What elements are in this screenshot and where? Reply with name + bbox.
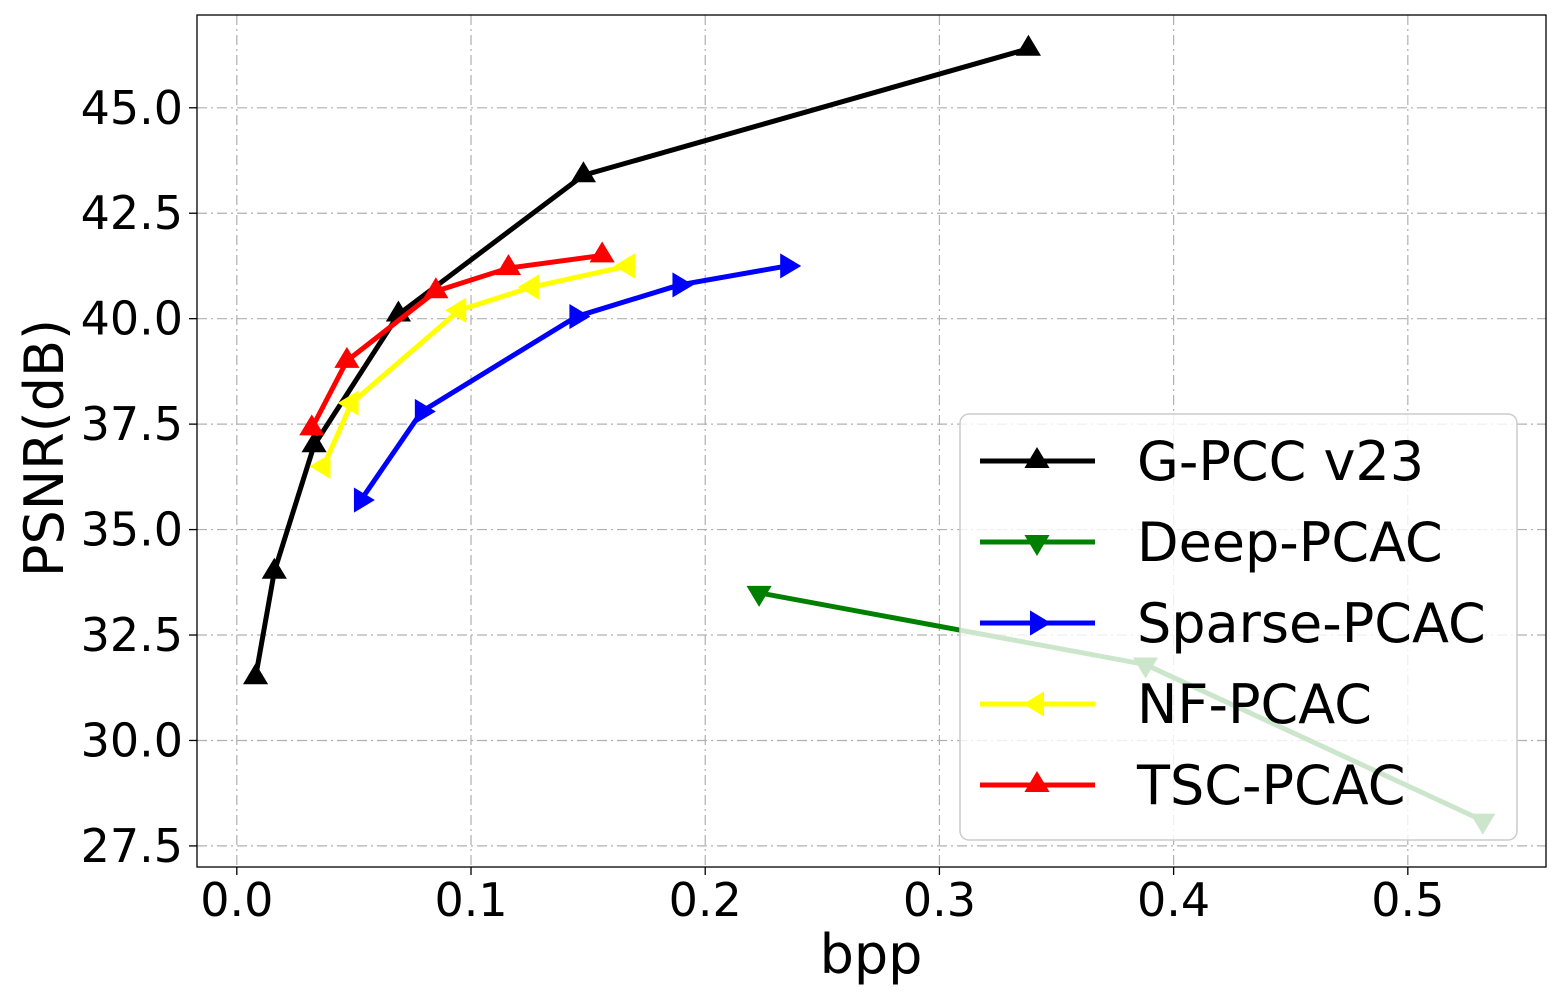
- y-tick-label: 32.5: [81, 608, 183, 662]
- data-point-tsc-pcac: [299, 414, 325, 436]
- y-tick-label: 42.5: [81, 186, 183, 240]
- series-line-nf-pcac: [321, 263, 629, 468]
- legend-label-nf-pcac: NF-PCAC: [1137, 673, 1372, 736]
- y-tick-label: 30.0: [81, 713, 183, 767]
- x-tick-label: 0.1: [434, 873, 507, 927]
- data-point-g-pcc-v23: [242, 663, 269, 685]
- series-nf-pcac: [309, 253, 635, 479]
- legend: G-PCC v23 Deep-PCAC Sparse-PCAC NF-PCAC TSC-…: [959, 413, 1518, 841]
- y-tick-label: 37.5: [81, 397, 183, 451]
- series-sparse-pcac: [353, 253, 802, 513]
- legend-label-sparse-pcac: Sparse-PCAC: [1137, 592, 1486, 655]
- data-point-g-pcc-v23: [1015, 34, 1041, 56]
- legend-marker-tsc-pcac: [1024, 771, 1050, 792]
- y-axis-ticks: 27.5 30.0 32.5 35.0 37.5 40.0 42.5 45.0: [81, 81, 197, 873]
- series-layer: [242, 34, 1496, 835]
- data-point-tsc-pcac: [495, 254, 522, 276]
- legend-item-deep-pcac: Deep-PCAC: [980, 511, 1443, 574]
- legend-marker-deep-pcac: [1024, 535, 1050, 556]
- legend-label-g-pcc-v23: G-PCC v23: [1137, 430, 1424, 493]
- x-tick-label: 0.3: [903, 873, 976, 927]
- legend-item-g-pcc-v23: G-PCC v23: [980, 430, 1424, 493]
- data-point-nf-pcac: [445, 297, 467, 323]
- legend-marker-g-pcc-v23: [1024, 447, 1050, 468]
- legend-marker-sparse-pcac: [1030, 610, 1051, 636]
- x-tick-label: 0.5: [1371, 873, 1444, 927]
- x-axis-label: bpp: [820, 923, 923, 986]
- x-tick-label: 0.0: [200, 873, 273, 927]
- data-point-g-pcc-v23: [301, 431, 327, 453]
- series-tsc-pcac: [299, 241, 615, 436]
- data-point-sparse-pcac: [672, 272, 694, 298]
- data-point-g-pcc-v23: [570, 161, 597, 183]
- data-point-tsc-pcac: [589, 241, 615, 263]
- data-point-nf-pcac: [337, 390, 359, 416]
- data-point-sparse-pcac: [569, 303, 591, 330]
- data-point-sparse-pcac: [780, 253, 802, 279]
- legend-label-deep-pcac: Deep-PCAC: [1137, 511, 1443, 574]
- legend-item-tsc-pcac: TSC-PCAC: [980, 754, 1405, 817]
- data-point-deep-pcac: [746, 585, 772, 607]
- legend-marker-nf-pcac: [1023, 691, 1044, 717]
- y-axis-label: PSNR(dB): [13, 319, 76, 577]
- legend-item-nf-pcac: NF-PCAC: [980, 673, 1372, 736]
- series-line-g-pcc-v23: [253, 46, 1030, 678]
- legend-label-tsc-pcac: TSC-PCAC: [1136, 754, 1405, 817]
- data-point-tsc-pcac: [423, 277, 449, 299]
- data-point-nf-pcac: [309, 453, 331, 479]
- data-point-nf-pcac: [517, 274, 539, 300]
- series-g-pcc-v23: [242, 34, 1041, 685]
- legend-box: [959, 413, 1518, 841]
- y-tick-label: 27.5: [81, 819, 183, 873]
- x-tick-label: 0.2: [669, 873, 742, 927]
- legend-item-sparse-pcac: Sparse-PCAC: [980, 592, 1486, 655]
- data-point-nf-pcac: [613, 253, 635, 279]
- y-tick-label: 45.0: [81, 81, 183, 135]
- y-tick-label: 40.0: [81, 292, 183, 346]
- plot-area-frame: [196, 14, 1547, 868]
- x-axis-ticks: 0.0 0.1 0.2 0.3 0.4 0.5: [200, 867, 1444, 927]
- x-tick-label: 0.4: [1137, 873, 1210, 927]
- data-point-tsc-pcac: [334, 346, 360, 368]
- data-point-g-pcc-v23: [261, 557, 287, 579]
- data-point-sparse-pcac: [414, 398, 436, 425]
- y-tick-label: 35.0: [81, 503, 183, 557]
- data-point-sparse-pcac: [353, 487, 375, 513]
